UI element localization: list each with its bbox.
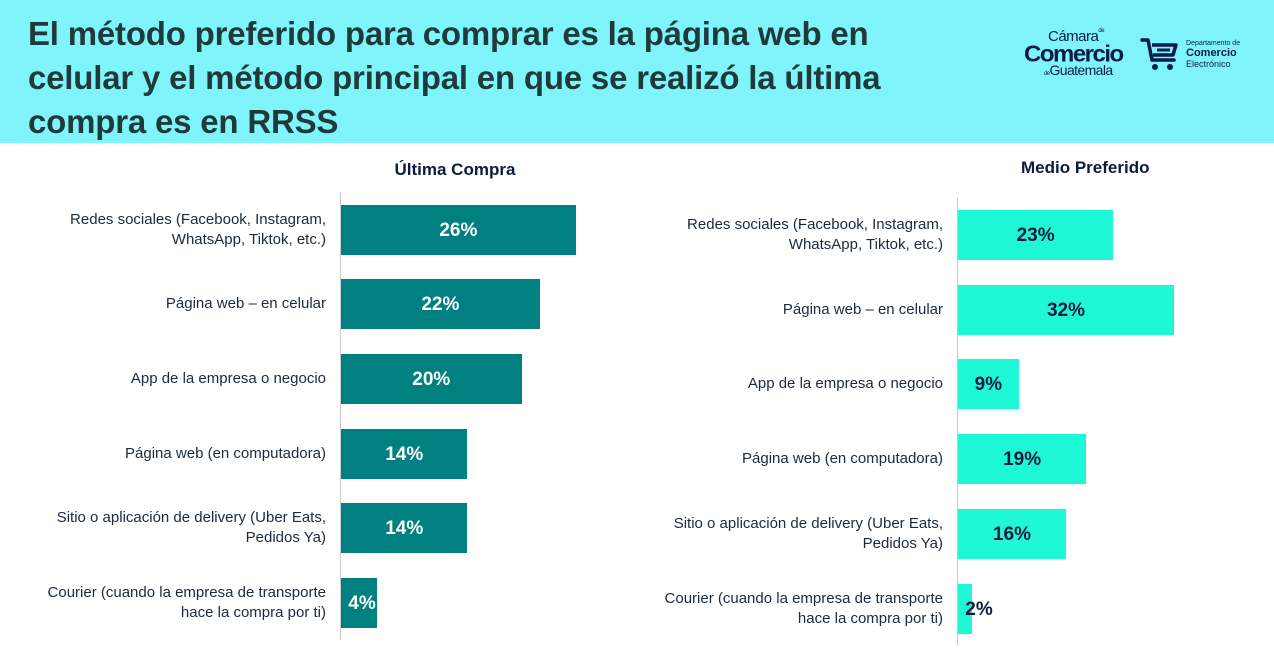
page-title: El método preferido para comprar es la p… [28, 15, 881, 140]
camara-comercio-logo: Cámarade Comercio deGuatemala [1024, 28, 1124, 78]
bar-ultima [341, 204, 576, 255]
category-label-preferido: Página web (en computadora) [742, 450, 943, 468]
data-label-ultima: 14% [385, 518, 424, 540]
category-label-ultima: Página web – en celular [165, 295, 326, 313]
bar-ultima [341, 279, 540, 330]
category-label-ultima: Página web (en computadora) [125, 444, 326, 462]
data-label-ultima: 20% [412, 368, 451, 390]
data-label-preferido: 2% [965, 598, 993, 620]
bar-ultima [341, 353, 522, 404]
axis-line-preferido [957, 198, 958, 646]
category-label-ultima: App de la empresa o negocio [130, 369, 326, 387]
data-label-ultima: 14% [385, 443, 424, 465]
bar-preferido [958, 284, 1174, 335]
axis-line-ultima [340, 192, 341, 640]
comercio-electronico-logo: Departamento de Comercio Electrónico [1140, 36, 1260, 76]
category-label-preferido: App de la empresa o negocio [747, 375, 943, 393]
data-label-ultima: 4% [348, 593, 376, 614]
bar-ultima [341, 428, 468, 479]
chart-title-preferido: Medio Preferido [1021, 158, 1150, 177]
data-label-ultima: 22% [421, 294, 460, 316]
data-label-preferido: 16% [992, 523, 1032, 545]
category-label-ultima: Sitio o aplicación de delivery (Uber Eat… [56, 509, 326, 547]
data-label-preferido: 19% [1003, 449, 1042, 471]
data-label-preferido: 9% [974, 374, 1003, 396]
data-label-preferido: 23% [1016, 225, 1055, 246]
header-banner: El método preferido para comprar es la p… [0, 0, 1274, 143]
bar-preferido [958, 359, 1019, 410]
category-label-preferido: Courier (cuando la empresa de transporte… [664, 589, 943, 627]
category-label-ultima: Redes sociales (Facebook, Instagram, Wha… [70, 210, 326, 248]
bar-preferido [958, 210, 1114, 260]
data-label-preferido: 32% [1046, 299, 1086, 321]
bar-preferido [958, 508, 1066, 559]
chart-title-ultima: Última Compra [394, 160, 516, 179]
bar-ultima [341, 503, 468, 554]
category-label-ultima: Courier (cuando la empresa de transporte… [47, 584, 326, 621]
category-label-preferido: Redes sociales (Facebook, Instagram, Wha… [687, 216, 943, 253]
category-label-preferido: Sitio o aplicación de delivery (Uber Eat… [673, 514, 943, 552]
category-label-preferido: Página web – en celular [782, 300, 943, 318]
bar-preferido [958, 434, 1087, 485]
bar-ultima [341, 578, 378, 628]
bar-preferido [958, 583, 972, 634]
shopping-cart-icon [1140, 38, 1178, 70]
data-label-ultima: 26% [439, 219, 478, 241]
